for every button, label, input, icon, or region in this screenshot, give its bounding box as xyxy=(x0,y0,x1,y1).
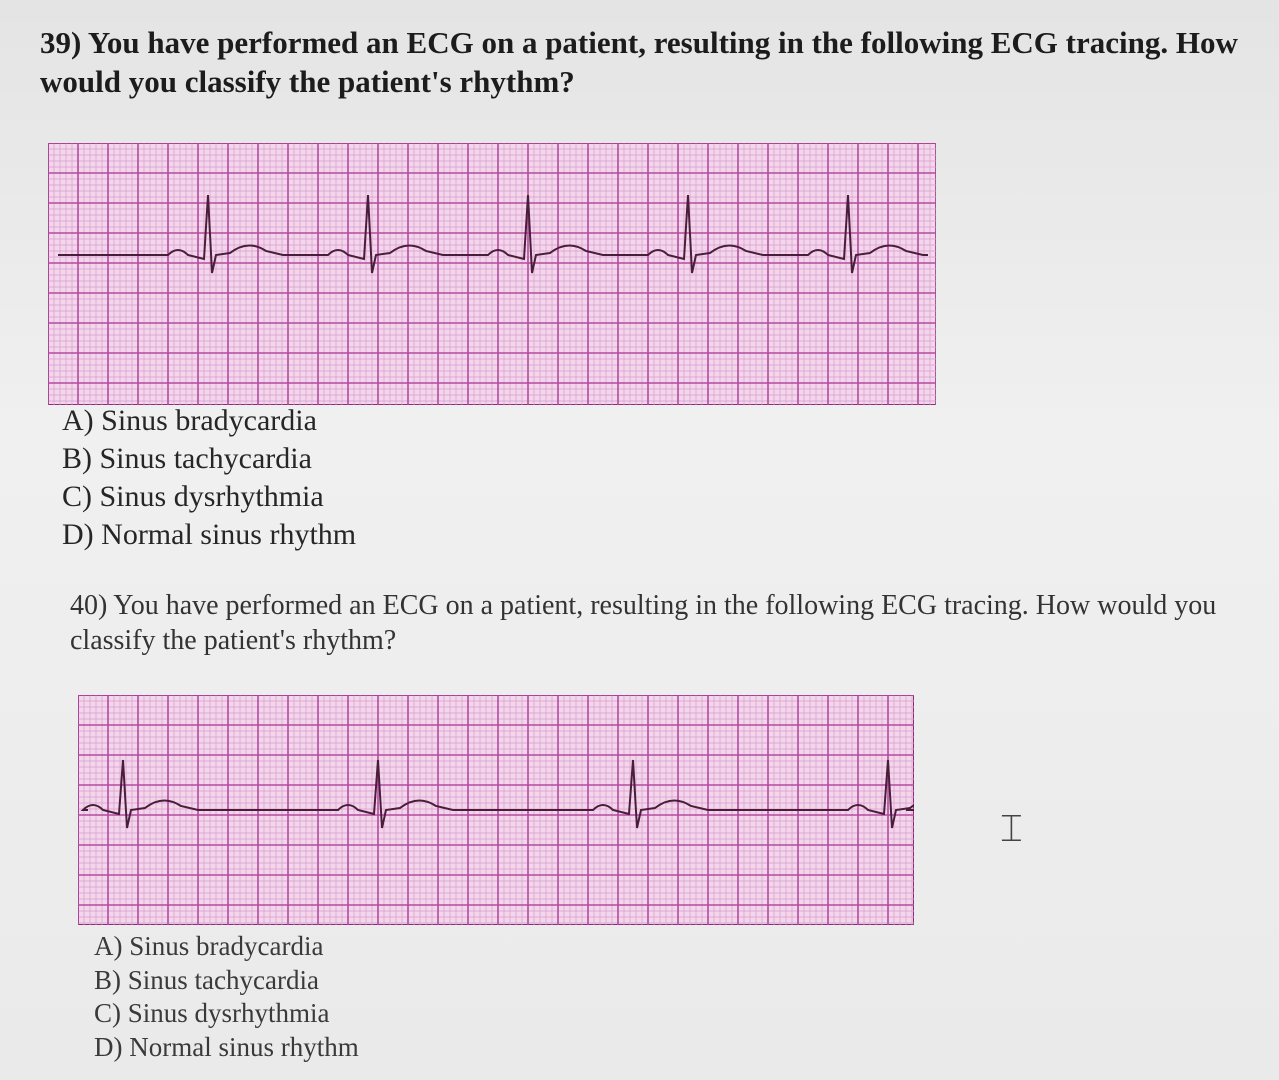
option[interactable]: D) Normal sinus rhythm xyxy=(62,518,357,551)
ecg-trace xyxy=(80,759,914,829)
option[interactable]: D) Normal sinus rhythm xyxy=(94,1031,359,1062)
ecg-strip xyxy=(48,143,936,405)
option[interactable]: B) Sinus tachycardia xyxy=(62,442,312,475)
options: A) Sinus bradycardia B) Sinus tachycardi… xyxy=(94,930,359,1064)
question-text: 39) You have performed an ECG on a patie… xyxy=(40,25,1238,99)
options: A) Sinus bradycardia B) Sinus tachycardi… xyxy=(62,402,356,554)
question-text: 40) You have performed an ECG on a patie… xyxy=(70,590,1217,656)
option[interactable]: C) Sinus dysrhythmia xyxy=(62,480,324,513)
ecg-trace xyxy=(58,194,928,274)
ecg-strip xyxy=(78,695,914,925)
option[interactable]: A) Sinus bradycardia xyxy=(62,404,317,437)
option[interactable]: B) Sinus tachycardia xyxy=(94,964,319,995)
option[interactable]: A) Sinus bradycardia xyxy=(94,931,324,961)
option[interactable]: C) Sinus dysrhythmia xyxy=(94,998,330,1028)
text-cursor: ⌶ xyxy=(1000,806,1023,850)
